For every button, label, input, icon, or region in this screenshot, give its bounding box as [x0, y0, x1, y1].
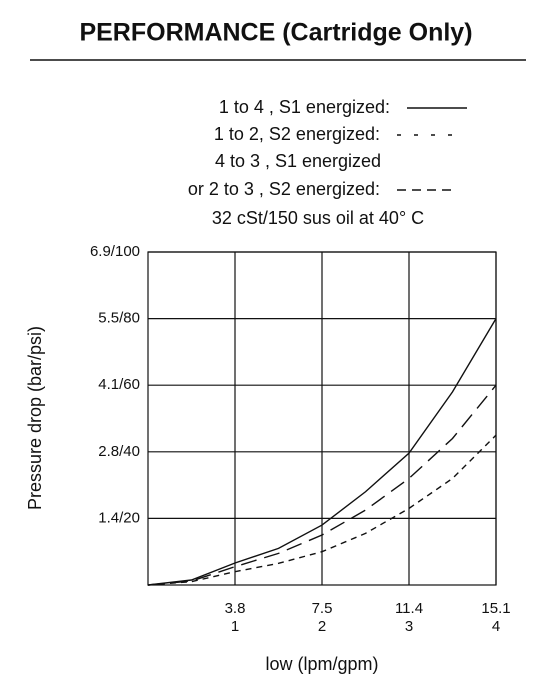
- x-tick-label: 4: [492, 618, 500, 635]
- x-tick-label-lpm: 7.5: [312, 600, 333, 617]
- y-tick-label: 1.4/20: [98, 509, 140, 526]
- x-tick-label-lpm: 3.8: [225, 600, 246, 617]
- legend-label: or 2 to 3 , S2 energized:: [188, 179, 380, 199]
- legend-note: 4 to 3 , S1 energized: [215, 151, 381, 171]
- series-line: [147, 384, 497, 586]
- conditions: 32 cSt/150 sus oil at 40° C: [212, 208, 424, 228]
- x-tick-label: 1: [231, 618, 239, 635]
- x-tick-label-lpm: 11.4: [395, 600, 423, 617]
- legend-label: 1 to 2, S2 energized:: [214, 124, 380, 144]
- y-tick-label: 2.8/40: [98, 443, 140, 460]
- series-line: [147, 434, 497, 586]
- y-tick-label: 5.5/80: [98, 310, 140, 327]
- x-tick-label-lpm: 15.1: [481, 600, 510, 617]
- x-tick-label: 2: [318, 618, 326, 635]
- x-axis-label: low (lpm/gpm): [265, 654, 378, 674]
- y-tick-label: 4.1/60: [98, 376, 140, 393]
- series-line: [147, 318, 497, 586]
- y-tick-label: 6.9/100: [90, 243, 140, 260]
- x-tick-label: 3: [405, 618, 413, 635]
- legend-label: 1 to 4 , S1 energized:: [219, 97, 390, 117]
- y-axis-label: Pressure drop (bar/psi): [25, 326, 45, 510]
- chart-title: PERFORMANCE (Cartridge Only): [79, 19, 472, 47]
